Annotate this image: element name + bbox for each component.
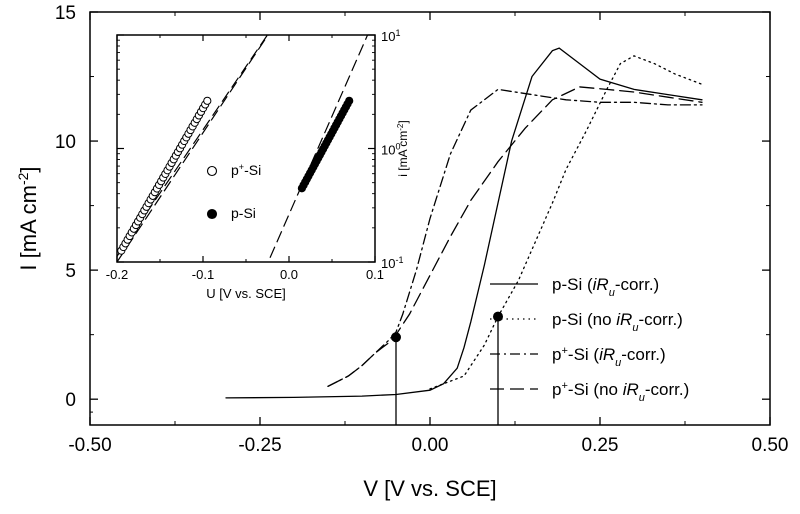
- text-part: iR: [593, 275, 609, 294]
- inset-y-tick-label: 100: [381, 142, 400, 158]
- tick-exponent: -1: [395, 255, 403, 265]
- marker-point: [391, 332, 401, 343]
- x-tick-label: 0.25: [582, 435, 619, 456]
- text-part: +: [239, 162, 244, 172]
- inset-x-axis-label: U [V vs. SCE]: [206, 286, 285, 301]
- text-part: p-Si (no: [552, 310, 616, 329]
- y-tick-label: 10: [55, 132, 76, 153]
- tick-exponent: 1: [395, 28, 400, 38]
- tick-base: 10: [381, 29, 395, 44]
- inset-legend-marker: [206, 165, 218, 177]
- inset-y-axis-label: i [mA cm-2]: [396, 120, 411, 176]
- text-part: u: [632, 322, 638, 334]
- x-tick-label: -0.25: [238, 435, 281, 456]
- text-part: ]: [16, 166, 41, 172]
- series-line-dashdot: [327, 88, 703, 387]
- text-part: u: [609, 287, 615, 299]
- text-part: i [mA cm: [396, 131, 410, 177]
- inset-data-point: [345, 96, 354, 105]
- legend-label: p+-Si (no iRu-corr.): [552, 380, 689, 404]
- x-axis-label: V [V vs. SCE]: [363, 476, 496, 501]
- text-part: -Si (no: [568, 380, 623, 399]
- inset-legend-marker: [206, 208, 218, 220]
- text-part: -2: [15, 172, 31, 185]
- text-part: I [mA cm: [16, 185, 41, 271]
- series-line-dashed: [327, 86, 703, 387]
- text-part: p: [552, 380, 561, 399]
- text-part: u: [639, 392, 645, 404]
- text-part: p: [231, 162, 239, 178]
- text-part: -Si: [244, 162, 261, 178]
- text-part: p-Si (: [552, 275, 593, 294]
- inset-series-filled: [297, 96, 354, 193]
- y-tick-label: 15: [55, 3, 76, 24]
- inset-x-tick-label: 0.1: [366, 267, 384, 282]
- text-part: iR: [599, 345, 615, 364]
- text-part: u: [615, 357, 621, 369]
- x-tick-label: -0.50: [68, 435, 111, 456]
- text-part: -corr.): [621, 345, 665, 364]
- text-part: iR: [623, 380, 639, 399]
- text-part: -Si (: [568, 345, 600, 364]
- y-tick-label: 5: [65, 261, 76, 282]
- text-part: p: [552, 345, 561, 364]
- text-part: iR: [616, 310, 632, 329]
- text-part: p-Si: [231, 205, 256, 221]
- inset-y-tick-label: 101: [381, 28, 400, 44]
- tick-base: 10: [381, 256, 395, 271]
- text-part: ]: [396, 120, 410, 123]
- legend-label: p-Si (no iRu-corr.): [552, 310, 683, 334]
- x-tick-label: 0.00: [412, 435, 449, 456]
- inset-series-open: [117, 96, 212, 255]
- inset-y-tick-label: 10-1: [381, 255, 403, 271]
- y-axis-label: I [mA cm-2]: [15, 166, 41, 270]
- tick-exponent: 0: [395, 142, 400, 152]
- y-tick-label: 0: [65, 390, 76, 411]
- text-part: -corr.): [645, 380, 689, 399]
- inset-x-tick-label: 0.0: [280, 267, 298, 282]
- legend-label: p-Si (iRu-corr.): [552, 275, 659, 299]
- text-part: +: [561, 345, 567, 357]
- text-part: -2: [396, 123, 405, 131]
- x-tick-label: 0.50: [752, 435, 789, 456]
- inset-legend-label: p+-Si: [231, 162, 261, 178]
- inset-data-point: [203, 96, 212, 105]
- inset-legend-label: p-Si: [231, 205, 256, 221]
- inset-x-tick-label: -0.1: [192, 267, 214, 282]
- tick-base: 10: [381, 143, 395, 158]
- inset-fit-line: [117, 35, 269, 262]
- marker-point: [493, 311, 503, 322]
- text-part: -corr.): [615, 275, 659, 294]
- series-line-dotted: [429, 55, 703, 390]
- text-part: +: [561, 380, 567, 392]
- series-line-solid: [225, 47, 703, 399]
- legend-label: p+-Si (iRu-corr.): [552, 345, 666, 369]
- inset-fit-line: [267, 35, 369, 262]
- inset-x-tick-label: -0.2: [106, 267, 128, 282]
- text-part: -corr.): [638, 310, 682, 329]
